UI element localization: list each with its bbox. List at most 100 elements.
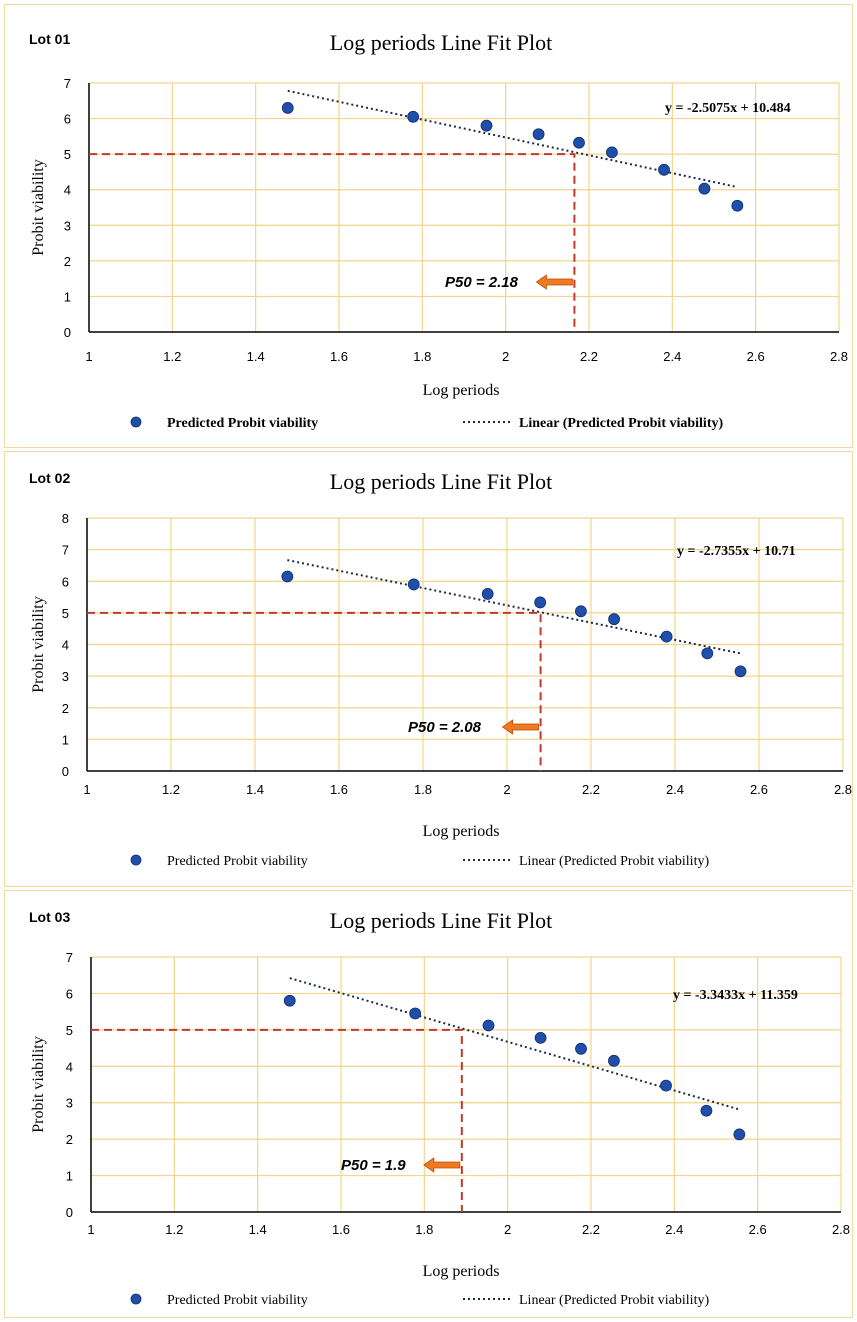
y-tick-label: 1: [62, 732, 69, 747]
legend-label-trendline: Linear (Predicted Probit viability): [519, 416, 723, 431]
x-tick-label: 2.2: [582, 782, 600, 797]
x-tick-label: 2.4: [666, 782, 684, 797]
y-axis-title: Probit viability: [30, 1036, 47, 1132]
lot-label: Lot 03: [29, 909, 70, 925]
legend-marker-icon: [130, 1293, 142, 1305]
x-tick-label: 2.2: [582, 1222, 600, 1237]
y-tick-label: 2: [64, 254, 71, 269]
x-tick-label: 1.8: [414, 782, 432, 797]
data-point: [573, 136, 585, 149]
data-point: [532, 128, 545, 141]
data-point: [608, 613, 620, 626]
x-tick-label: 2.8: [834, 782, 852, 797]
x-tick-label: 1: [85, 349, 92, 364]
p50-arrow-icon: [501, 719, 539, 735]
trendline: [289, 977, 740, 1111]
x-tick-label: 1.6: [332, 1222, 350, 1237]
y-tick-label: 7: [64, 76, 71, 91]
trendline-equation: y = -3.3433x + 11.359: [673, 988, 798, 1003]
y-tick-label: 4: [64, 183, 71, 198]
y-tick-label: 1: [64, 289, 71, 304]
data-point: [409, 1007, 422, 1020]
y-tick-label: 0: [64, 325, 71, 340]
y-tick-label: 0: [62, 764, 69, 779]
p50-arrow-icon: [535, 274, 573, 290]
data-point: [407, 110, 420, 123]
y-tick-label: 2: [66, 1132, 73, 1147]
x-tick-label: 2.4: [663, 349, 681, 364]
chart-title: Log periods Line Fit Plot: [330, 908, 552, 933]
x-axis-title: Log periods: [423, 1263, 500, 1280]
x-tick-label: 2.2: [580, 349, 598, 364]
x-tick-label: 1.4: [246, 782, 264, 797]
y-tick-label: 5: [64, 147, 71, 162]
p50-label: P50 = 1.9: [341, 1157, 406, 1174]
p50-reference-line: [87, 611, 542, 771]
lot-label: Lot 02: [29, 470, 70, 486]
x-tick-label: 1.2: [162, 782, 180, 797]
y-tick-label: 3: [62, 669, 69, 684]
data-point: [700, 1104, 713, 1117]
x-tick-label: 1.8: [415, 1222, 433, 1237]
data-point: [608, 1054, 620, 1067]
data-point: [283, 994, 296, 1007]
y-tick-label: 2: [62, 701, 69, 716]
x-tick-label: 2.4: [665, 1222, 683, 1237]
trendline-equation: y = -2.5075x + 10.484: [665, 101, 791, 116]
chart-panel-lot-02: Lot 02 Log periods Line Fit Plot 1 1.2 1.4 1.…: [4, 451, 853, 887]
p50-reference-line: [91, 1028, 463, 1212]
x-tick-label: 1.6: [330, 782, 348, 797]
x-tick-label: 1.4: [249, 1222, 267, 1237]
data-point: [658, 163, 670, 176]
x-axis-title: Log periods: [423, 823, 500, 840]
data-point: [482, 1019, 495, 1032]
data-point: [701, 647, 714, 660]
legend-label-trendline: Linear (Predicted Probit viability): [519, 854, 709, 869]
y-tick-label: 3: [64, 218, 71, 233]
y-axis-title: Probit viability: [30, 159, 47, 255]
data-point: [481, 587, 494, 600]
p50-arrow-icon: [423, 1157, 461, 1173]
data-point: [606, 146, 618, 159]
data-point: [575, 1042, 587, 1055]
legend-marker-icon: [130, 416, 142, 428]
x-tick-label: 1.6: [330, 349, 348, 364]
data-point: [733, 1128, 746, 1141]
y-tick-label: 6: [62, 574, 69, 589]
legend-marker-icon: [130, 854, 142, 866]
y-tick-label: 8: [62, 511, 69, 526]
x-tick-label: 1.2: [165, 1222, 183, 1237]
x-tick-label: 1: [87, 1222, 94, 1237]
data-point: [407, 578, 420, 591]
x-tick-label: 2: [502, 349, 509, 364]
p50-label: P50 = 2.08: [408, 719, 482, 736]
y-tick-label: 5: [66, 1023, 73, 1038]
data-point: [734, 665, 747, 678]
y-tick-label: 6: [66, 986, 73, 1001]
y-tick-label: 1: [66, 1169, 73, 1184]
data-point: [660, 630, 673, 643]
trendline: [287, 559, 741, 655]
x-tick-label: 2.6: [747, 349, 765, 364]
chart-lot-02: Lot 02 Log periods Line Fit Plot 1 1.2 1.4 1.…: [29, 469, 852, 869]
legend-label-trendline: Linear (Predicted Probit viability): [519, 1293, 709, 1308]
lot-label: Lot 01: [29, 31, 70, 47]
data-point: [698, 182, 711, 195]
chart-lot-03: Lot 03 Log periods Line Fit Plot 1 1.2 1.4 1.…: [29, 908, 850, 1308]
data-point: [731, 199, 744, 212]
data-point: [281, 102, 294, 114]
x-axis-title: Log periods: [423, 382, 500, 399]
y-tick-label: 3: [66, 1096, 73, 1111]
data-point: [575, 605, 587, 618]
y-tick-label: 5: [62, 606, 69, 621]
data-point: [660, 1079, 672, 1092]
x-tick-label: 2.8: [832, 1222, 850, 1237]
y-axis-title: Probit viability: [30, 596, 47, 692]
x-tick-label: 2.6: [749, 1222, 767, 1237]
data-point: [281, 570, 294, 583]
chart-panel-lot-01: Lot 01 Log periods Line Fit Plot 1 1.2 1.4 1.…: [4, 4, 853, 448]
x-tick-label: 2: [504, 1222, 511, 1237]
x-tick-label: 2.8: [830, 349, 848, 364]
chart-title: Log periods Line Fit Plot: [330, 469, 552, 494]
x-tick-label: 2: [503, 782, 510, 797]
